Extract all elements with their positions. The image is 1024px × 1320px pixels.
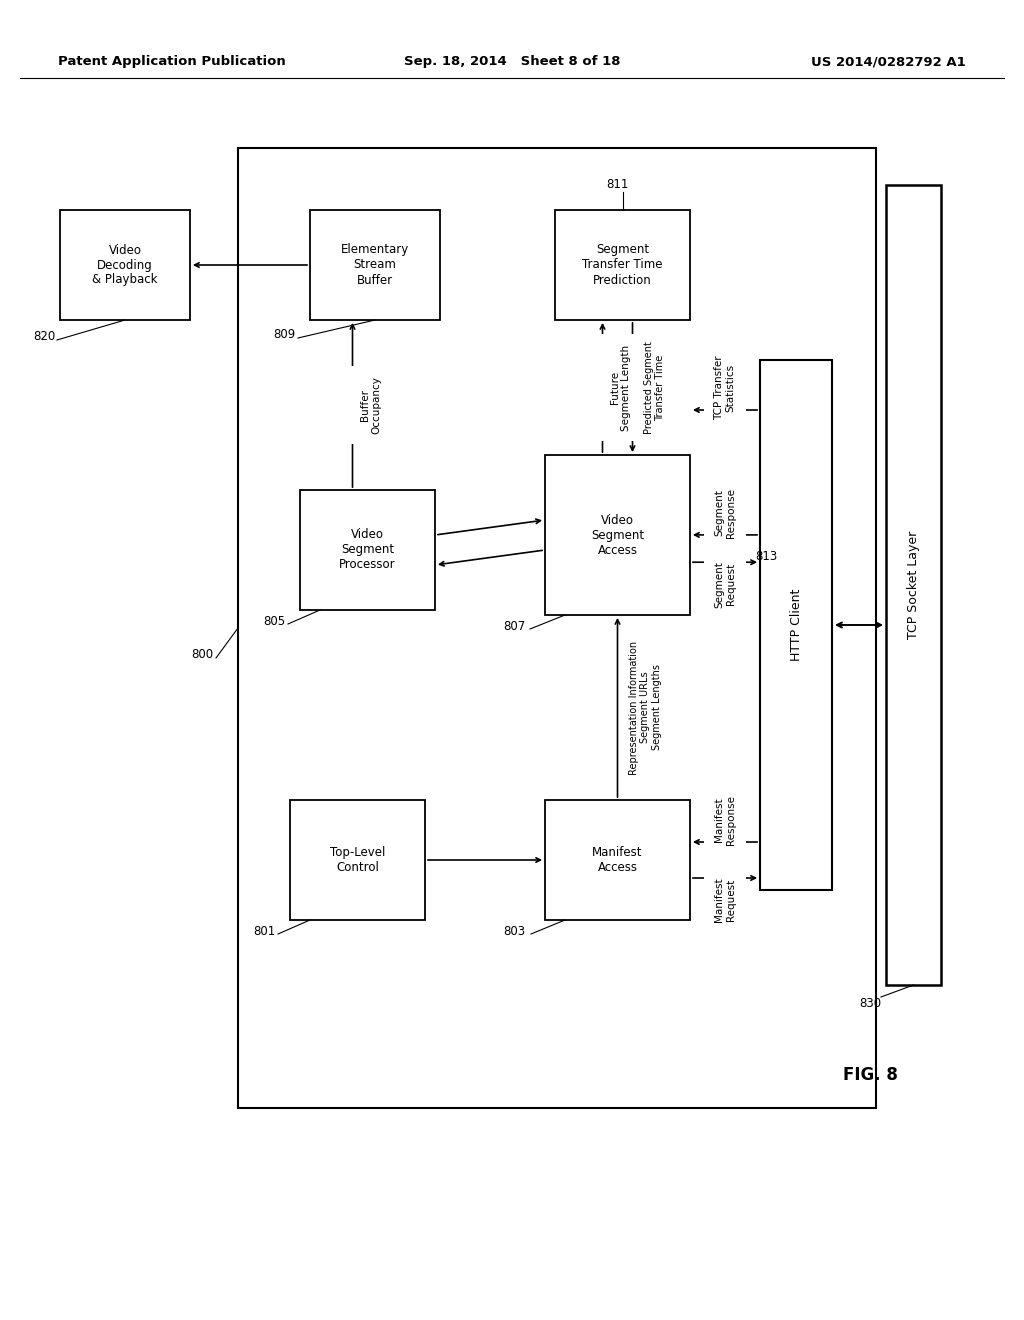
- Text: Video
Segment
Processor: Video Segment Processor: [339, 528, 396, 572]
- Text: HTTP Client: HTTP Client: [790, 589, 803, 661]
- Bar: [238, 148, 876, 1107]
- Text: Manifest
Access: Manifest Access: [592, 846, 643, 874]
- Bar: [760, 360, 831, 890]
- Bar: [60, 210, 190, 319]
- Bar: [300, 490, 435, 610]
- Bar: [545, 455, 690, 615]
- Text: 805: 805: [263, 615, 285, 628]
- Text: TCP Socket Layer: TCP Socket Layer: [907, 531, 920, 639]
- Text: 820: 820: [33, 330, 55, 343]
- Text: 813: 813: [755, 550, 777, 562]
- Text: 800: 800: [190, 648, 213, 661]
- Text: FIG. 8: FIG. 8: [843, 1067, 897, 1084]
- Text: Future
Segment Length: Future Segment Length: [609, 345, 632, 430]
- Text: 801: 801: [253, 925, 275, 939]
- Bar: [886, 185, 941, 985]
- Bar: [290, 800, 425, 920]
- Text: Buffer
Occupancy: Buffer Occupancy: [359, 376, 381, 434]
- Text: US 2014/0282792 A1: US 2014/0282792 A1: [811, 55, 966, 69]
- Bar: [555, 210, 690, 319]
- Text: Elementary
Stream
Buffer: Elementary Stream Buffer: [341, 243, 410, 286]
- Text: 807: 807: [503, 620, 525, 634]
- Text: Top-Level
Control: Top-Level Control: [330, 846, 385, 874]
- Text: Segment
Response: Segment Response: [714, 488, 736, 539]
- Text: Representation Information
Segment URLs
Segment Lengths: Representation Information Segment URLs …: [629, 640, 663, 775]
- Text: Manifest
Response: Manifest Response: [714, 795, 736, 845]
- Text: 803: 803: [503, 925, 525, 939]
- Bar: [310, 210, 440, 319]
- Text: Manifest
Request: Manifest Request: [714, 878, 736, 923]
- Text: Video
Segment
Access: Video Segment Access: [591, 513, 644, 557]
- Text: Sep. 18, 2014   Sheet 8 of 18: Sep. 18, 2014 Sheet 8 of 18: [403, 55, 621, 69]
- Text: Predicted Segment
Transfer Time: Predicted Segment Transfer Time: [644, 341, 666, 434]
- Text: TCP Transfer
Statistics: TCP Transfer Statistics: [714, 355, 736, 420]
- Text: 811: 811: [606, 178, 629, 191]
- Bar: [545, 800, 690, 920]
- Text: 830: 830: [859, 997, 881, 1010]
- Text: Segment
Transfer Time
Prediction: Segment Transfer Time Prediction: [583, 243, 663, 286]
- Text: 809: 809: [272, 327, 295, 341]
- Text: Segment
Request: Segment Request: [714, 561, 736, 607]
- Text: Video
Decoding
& Playback: Video Decoding & Playback: [92, 243, 158, 286]
- Text: Patent Application Publication: Patent Application Publication: [58, 55, 286, 69]
